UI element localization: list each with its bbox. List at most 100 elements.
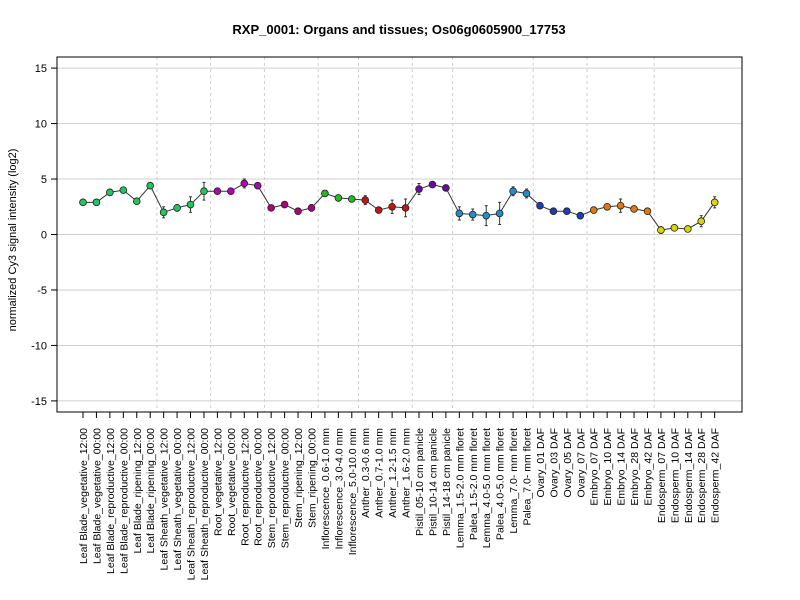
x-tick-label: Endosperm_42 DAF xyxy=(710,428,722,523)
y-tick-label: 10 xyxy=(35,119,47,131)
x-tick-label: Ovary_07 DAF xyxy=(575,428,587,497)
plot-frame xyxy=(56,56,743,413)
x-tick-label: Lemma_7.0- mm floret xyxy=(508,428,520,534)
x-tick-label: Leaf Blade_reproductive_12:00 xyxy=(105,428,117,574)
x-tick-label: Leaf Blade_ripening_12:00 xyxy=(132,428,144,554)
data-point xyxy=(576,211,585,220)
y-tick-label: -5 xyxy=(37,285,47,297)
y-tick-label: -15 xyxy=(31,396,47,408)
x-tick-label: Palea_7.0- mm floret xyxy=(522,428,534,526)
data-point xyxy=(146,181,155,190)
x-tick-label: Endosperm_10 DAF xyxy=(669,428,681,523)
y-tick-label: 5 xyxy=(41,174,47,186)
y-tick-label: 0 xyxy=(41,230,47,242)
x-tick-label: Palea_4.0-5.0 mm floret xyxy=(495,428,507,540)
data-point xyxy=(415,185,423,193)
x-tick-label: Anther_0.7-1.0 mm xyxy=(374,428,386,518)
data-point xyxy=(536,201,544,210)
data-point xyxy=(200,187,208,196)
data-point xyxy=(321,189,329,198)
data-point xyxy=(563,207,571,216)
data-point xyxy=(697,217,706,225)
x-tick-label: Anther_1.2-1.5 mm xyxy=(387,428,399,518)
data-series xyxy=(79,178,719,234)
x-tick-label: Leaf Sheath_reproductive_00:00 xyxy=(199,428,211,581)
x-tick-label: Ovary_01 DAF xyxy=(535,428,547,497)
y-tick-label: -10 xyxy=(31,340,47,352)
data-point xyxy=(549,207,558,216)
x-tick-label: Palea_1.5-2.0 mm floret xyxy=(468,428,480,540)
data-point xyxy=(495,209,504,218)
x-tick-label: Embryo_07 DAF xyxy=(589,428,601,506)
x-tick-label: Ovary_03 DAF xyxy=(548,428,560,497)
data-point xyxy=(522,189,531,198)
x-tick-label: Ovary_05 DAF xyxy=(562,428,574,497)
x-tick-label: Pistil_14-18 cm panicle xyxy=(441,428,453,536)
data-point xyxy=(468,210,477,219)
data-point xyxy=(482,211,491,220)
data-point xyxy=(401,204,410,212)
x-tick-label: Root_reproductive_00:00 xyxy=(253,428,265,546)
x-tick-label: Leaf Blade_ripening_00:00 xyxy=(145,428,157,554)
data-point xyxy=(186,200,195,209)
data-point xyxy=(643,207,652,216)
data-point xyxy=(267,204,275,212)
x-tick-label: Leaf Sheath_vegetative_12:00 xyxy=(159,428,171,571)
data-point xyxy=(603,202,611,211)
data-point xyxy=(307,204,316,212)
x-tick-label: Stem_ripening_12:00 xyxy=(293,428,305,528)
x-tick-label: Embryo_28 DAF xyxy=(629,428,641,506)
data-point xyxy=(253,181,262,190)
data-point xyxy=(79,198,87,207)
data-point xyxy=(428,180,437,189)
x-tick-label: Stem_reproductive_00:00 xyxy=(280,428,292,548)
x-tick-label: Stem_reproductive_12:00 xyxy=(266,428,278,548)
data-point xyxy=(455,209,464,218)
x-tick-label: Anther_1.6-2.0 mm xyxy=(401,428,413,518)
x-tick-label: Endosperm_14 DAF xyxy=(683,428,695,523)
x-tick-label: Lemma_1.5-2.0 mm floret xyxy=(454,428,466,548)
x-tick-label: Embryo_10 DAF xyxy=(602,428,614,506)
x-tick-label: Leaf Blade_vegetative_00:00 xyxy=(91,428,103,564)
data-point xyxy=(589,206,598,214)
chart-title: RXP_0001: Organs and tissues; Os06g06059… xyxy=(232,22,565,37)
x-tick-label: Leaf Blade_reproductive_00:00 xyxy=(118,428,130,574)
data-point xyxy=(657,226,665,234)
data-point xyxy=(92,198,101,207)
data-point xyxy=(630,205,638,213)
data-point xyxy=(173,204,181,212)
x-axis: Leaf Blade_vegetative_12:00 Leaf Blade_ve… xyxy=(78,412,722,580)
data-point xyxy=(132,197,141,206)
x-tick-label: Root_vegetative_00:00 xyxy=(226,428,238,536)
data-point xyxy=(388,202,396,211)
x-tick-label: Leaf Sheath_vegetative_00:00 xyxy=(172,428,184,571)
y-axis: -15 -10 -5 0 5 10 15 xyxy=(31,63,57,408)
x-tick-label: Endosperm_28 DAF xyxy=(696,428,708,523)
x-tick-label: Leaf Sheath_reproductive_12:00 xyxy=(186,428,198,581)
grid-lines xyxy=(57,57,742,412)
y-axis-label: normalized Cy3 signal intensity (log2) xyxy=(7,149,19,332)
x-tick-label: Embryo_14 DAF xyxy=(616,428,628,506)
x-tick-label: Pistil_10-14 cm panicle xyxy=(427,428,439,536)
x-tick-label: Leaf Blade_vegetative_12:00 xyxy=(78,428,90,564)
data-point xyxy=(374,206,383,214)
x-tick-label: Inflorescence_3.0-4.0 mm xyxy=(333,428,345,550)
data-point xyxy=(294,207,302,216)
x-tick-label: Root_reproductive_12:00 xyxy=(239,428,251,546)
x-tick-label: Anther_0.3-0.6 mm xyxy=(360,428,372,518)
x-tick-label: Inflorescence_5.0-10.0 mm xyxy=(347,428,359,555)
x-tick-label: Endosperm_07 DAF xyxy=(656,428,668,523)
data-point xyxy=(509,187,517,196)
x-tick-label: Pistil_05-10 cm panicle xyxy=(414,428,426,536)
x-tick-label: Embryo_42 DAF xyxy=(642,428,654,506)
y-tick-label: 15 xyxy=(35,63,47,75)
data-point xyxy=(227,187,235,196)
data-point xyxy=(616,201,625,210)
data-point xyxy=(442,184,450,192)
data-point xyxy=(347,195,356,203)
x-tick-label: Root_vegetative_12:00 xyxy=(212,428,224,536)
data-point xyxy=(361,196,370,204)
data-point xyxy=(159,208,168,217)
data-point xyxy=(213,187,222,196)
